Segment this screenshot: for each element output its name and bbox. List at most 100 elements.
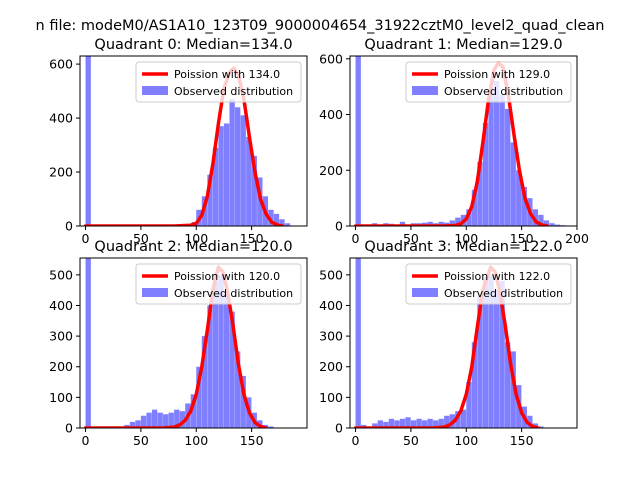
histogram-bar [410, 420, 417, 428]
y-tick-label: 300 [49, 329, 73, 344]
plot-area [83, 56, 291, 226]
histogram-bar [477, 296, 483, 428]
legend-box [135, 263, 302, 305]
histogram-bar [471, 189, 478, 226]
legend-observed-swatch [142, 288, 168, 297]
histogram-bar [140, 415, 147, 428]
histogram-bar [493, 81, 500, 226]
y-tick-label: 400 [319, 107, 343, 122]
histogram-bar [85, 258, 91, 428]
axes-frame [349, 55, 578, 227]
y-tick-label: 400 [319, 298, 343, 313]
histogram-bar [151, 409, 158, 428]
histogram-bar [399, 418, 406, 428]
histogram-bar [273, 213, 280, 226]
histogram-bar [510, 142, 516, 226]
histogram-bar [493, 290, 500, 428]
legend-box [405, 263, 572, 305]
y-tick-label: 100 [319, 390, 343, 405]
quadrant-3-title: Quadrant 3: Median=122.0 [364, 239, 562, 255]
histogram-bar [284, 223, 291, 226]
x-tick-label: 200 [565, 231, 589, 246]
histogram-bar [482, 277, 489, 428]
histogram-bar [488, 89, 494, 226]
legend-box [405, 61, 572, 103]
quadrant-0-chart: 0 50 100 150 0 200 400 600 Quadrant 0: Median=13… [49, 37, 308, 246]
histogram-bar [229, 99, 235, 226]
histogram-bar [505, 342, 511, 428]
legend-box [135, 61, 302, 103]
x-tick-label: 150 [240, 231, 264, 246]
histogram-bar [499, 95, 505, 226]
y-tick-label: 0 [65, 219, 73, 234]
x-tick-label: 150 [510, 433, 534, 448]
x-tick-label: 150 [510, 231, 534, 246]
y-tick-label: 500 [319, 267, 343, 282]
y-tick-label: 300 [319, 329, 343, 344]
plot-area [83, 258, 274, 428]
legend-poisson-label: Poission with 120.0 [174, 270, 280, 283]
histogram-bar [427, 418, 433, 428]
histogram-bar [455, 217, 461, 226]
y-tick-label: 200 [319, 163, 343, 178]
histogram-bar [399, 221, 406, 226]
histogram-bar [223, 293, 230, 428]
histogram-bar [488, 274, 494, 428]
histogram-bar [146, 412, 152, 428]
y-tick-label: 500 [49, 267, 73, 282]
histogram-bar [433, 420, 439, 428]
axes-frame [79, 55, 308, 227]
quadrant-0-title: Quadrant 0: Median=134.0 [94, 37, 292, 53]
histogram-bar [279, 219, 285, 226]
y-tick-label: 400 [49, 298, 73, 313]
histogram-bar [157, 412, 163, 428]
legend-observed-label: Observed distribution [174, 85, 293, 98]
legend-observed-swatch [412, 288, 438, 297]
histogram-bar [235, 351, 241, 428]
histogram-bar [212, 280, 219, 428]
y-tick-label: 0 [335, 219, 343, 234]
legend-observed-label: Observed distribution [444, 287, 563, 300]
histogram-bar [543, 220, 550, 226]
legend: Poission with 120.0 Observed distribution [135, 263, 302, 305]
axes-frame [349, 257, 578, 429]
histogram-bar [471, 342, 478, 428]
histogram-bar [383, 421, 389, 428]
histogram-bar [377, 420, 383, 428]
histogram-bar [466, 382, 472, 428]
histogram-bar [223, 123, 230, 226]
x-tick-label: 50 [133, 231, 149, 246]
y-tick-label: 600 [49, 57, 73, 72]
x-tick-label: 0 [352, 231, 360, 246]
histogram-bar [218, 274, 224, 428]
histogram-bar [179, 411, 185, 428]
histogram-bar [394, 420, 400, 428]
y-tick-label: 0 [335, 421, 343, 436]
histogram-bar [372, 423, 378, 428]
quadrant-3-chart: 0 50 100 150 0 100 200 300 400 500 Quadrant 3: Med… [319, 239, 578, 448]
histogram-bar [168, 412, 174, 428]
histogram-bar [549, 223, 555, 226]
histogram-bar [229, 311, 235, 428]
histogram-bar [246, 136, 252, 226]
histogram-bar [174, 409, 180, 428]
histogram-bar [444, 415, 450, 428]
histogram-bar [135, 420, 141, 428]
y-tick-label: 100 [49, 390, 73, 405]
axes-frame [79, 257, 308, 429]
legend-poisson-label: Poission with 122.0 [444, 270, 550, 283]
histogram-bar [235, 107, 241, 226]
y-tick-label: 200 [49, 359, 73, 374]
legend-observed-swatch [142, 86, 168, 95]
legend-poisson-label: Poission with 129.0 [444, 68, 550, 81]
histogram-bar [532, 209, 539, 226]
histogram-bar [240, 115, 246, 226]
x-tick-label: 100 [454, 231, 478, 246]
histogram-bar [196, 366, 202, 428]
quadrant-2-chart: 0 50 100 150 0 100 200 300 400 500 Quadrant 2: Med… [49, 239, 308, 448]
histogram-bar [521, 186, 527, 226]
histogram-bar [554, 224, 561, 226]
histogram-bar [405, 417, 411, 428]
histogram-bar [482, 122, 489, 226]
